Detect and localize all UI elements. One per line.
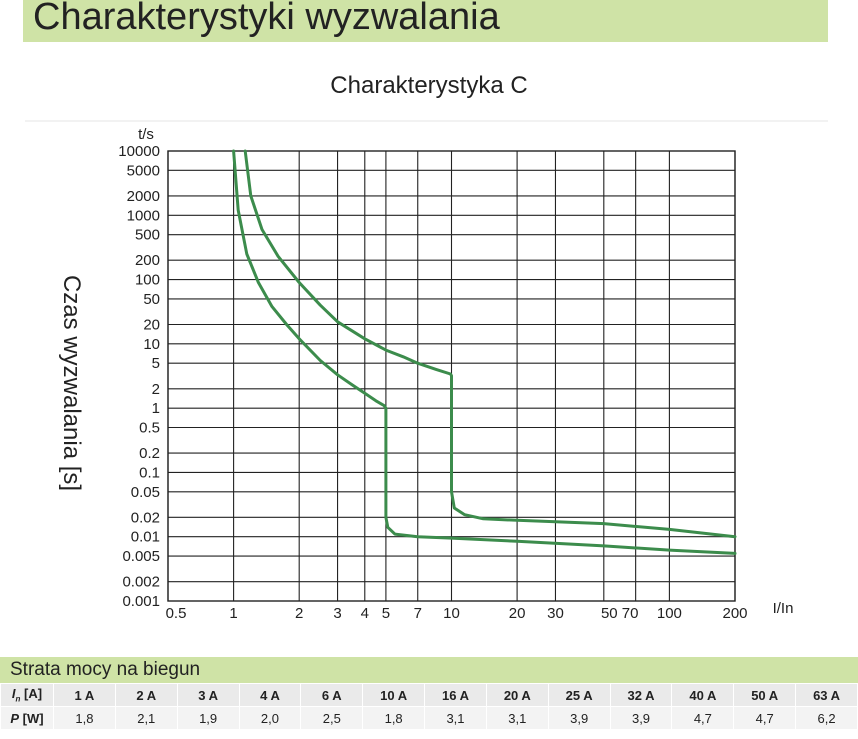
x-tick-label: 7 (414, 605, 422, 622)
rated-current-subscript: n (15, 694, 21, 704)
rated-current-cell: 40 A (671, 683, 735, 707)
x-unit-label: I/In (773, 600, 794, 617)
rated-current-cell: 16 A (424, 683, 487, 707)
rated-current-cell: 63 A (795, 683, 858, 707)
y-tick-label: 200 (135, 252, 160, 269)
rated-current-cell: 4 A (238, 683, 302, 707)
y-tick-label: 0.05 (131, 484, 160, 501)
y-tick-label: 5000 (127, 162, 160, 179)
rated-current-cell: 32 A (609, 683, 673, 707)
power-cell: 1,9 (176, 706, 240, 730)
x-tick-label: 0.5 (166, 605, 187, 622)
y-tick-label: 0.2 (139, 445, 160, 462)
power-cell: 3,1 (424, 706, 487, 730)
y-tick-label: 10 (143, 336, 160, 353)
y-tick-label: 10000 (118, 143, 160, 160)
rated-current-cell: 50 A (733, 683, 797, 707)
x-tick-label: 4 (361, 605, 369, 622)
power-table-title: Strata mocy na biegun (0, 657, 858, 683)
y-tick-label: 0.001 (122, 593, 160, 610)
x-tick-label: 50 70 (601, 605, 639, 622)
power-unit: [W] (19, 710, 44, 726)
power-cell: 3,9 (547, 706, 611, 730)
rated-current-cell: 6 A (300, 683, 364, 707)
trip-characteristic-chart: 100005000200010005002001005020105210.50.… (25, 120, 828, 622)
lower-trip-curve (232, 149, 737, 555)
y-tick-label: 100 (135, 272, 160, 289)
title-bar: Charakterystyki wyzwalania (23, 0, 828, 42)
rated-current-cell: 20 A (485, 683, 549, 707)
y-tick-label: 500 (135, 227, 160, 244)
y-tick-label: 0.5 (139, 419, 160, 436)
power-cell: 2,5 (300, 706, 364, 730)
curves (232, 149, 737, 555)
plot-frame (167, 150, 736, 602)
y-tick-label: 0.002 (122, 574, 160, 591)
x-tick-label: 5 (382, 605, 390, 622)
power-label: P [W] (0, 706, 54, 730)
rated-current-symbol: I (11, 686, 16, 702)
power-cell: 1,8 (362, 706, 426, 730)
x-tick-label: 3 (333, 605, 341, 622)
power-cell: 1,8 (53, 706, 116, 730)
x-tick-label: 200 (722, 605, 747, 622)
y-tick-label: 5 (152, 355, 160, 372)
chart-grid (167, 150, 736, 602)
y-unit-label: t/s (138, 126, 154, 143)
rated-current-cell: 1 A (53, 683, 116, 707)
x-tick-label: 100 (657, 605, 682, 622)
x-tick-label: 1 (229, 605, 237, 622)
power-cell: 2,0 (238, 706, 302, 730)
y-tick-label: 50 (143, 291, 160, 308)
power-symbol: P (10, 710, 20, 726)
rated-current-cell: 3 A (176, 683, 240, 707)
rated-current-unit: [A] (20, 686, 43, 702)
x-tick-label: 30 (547, 605, 564, 622)
power-row: P [W] 1,8 2,1 1,9 2,0 2,5 1,8 3,1 3,1 3,9 3,9 4,7 4… (0, 706, 858, 730)
rated-current-cell: 2 A (114, 683, 178, 707)
y-tick-label: 1000 (127, 207, 160, 224)
y-axis-label: Czas wyzwalania [s] (58, 275, 85, 491)
y-tick-labels: 10000 5000 2000 1000 500 200 100 50 20 10 5 2 1 0.5 0.… (118, 143, 160, 610)
y-tick-label: 2 (152, 381, 160, 398)
x-tick-label: 2 (295, 605, 303, 622)
power-cell: 6,2 (795, 706, 858, 730)
upper-trip-curve (243, 149, 737, 539)
power-cell: 4,7 (733, 706, 797, 730)
page-title: Charakterystyki wyzwalania (33, 0, 500, 38)
rated-current-cell: 10 A (362, 683, 426, 707)
chart-title: Charakterystyka C (330, 72, 528, 99)
power-cell: 3,9 (609, 706, 673, 730)
x-tick-label: 20 (509, 605, 526, 622)
rated-current-cell: 25 A (547, 683, 611, 707)
y-tick-label: 0.02 (131, 509, 160, 526)
x-tick-label: 10 (443, 605, 460, 622)
x-tick-labels: 0.5 1 2 3 4 5 7 10 20 30 50 70 100 200 (166, 605, 748, 622)
y-tick-label: 1 (152, 400, 160, 417)
rated-current-label: In [A] (0, 683, 54, 707)
y-tick-label: 0.01 (131, 529, 160, 546)
power-cell: 3,1 (485, 706, 549, 730)
y-tick-label: 0.005 (122, 548, 160, 565)
power-cell: 2,1 (114, 706, 178, 730)
y-tick-label: 0.1 (139, 464, 160, 481)
y-tick-label: 2000 (127, 188, 160, 205)
power-cell: 4,7 (671, 706, 735, 730)
y-tick-label: 20 (143, 317, 160, 334)
